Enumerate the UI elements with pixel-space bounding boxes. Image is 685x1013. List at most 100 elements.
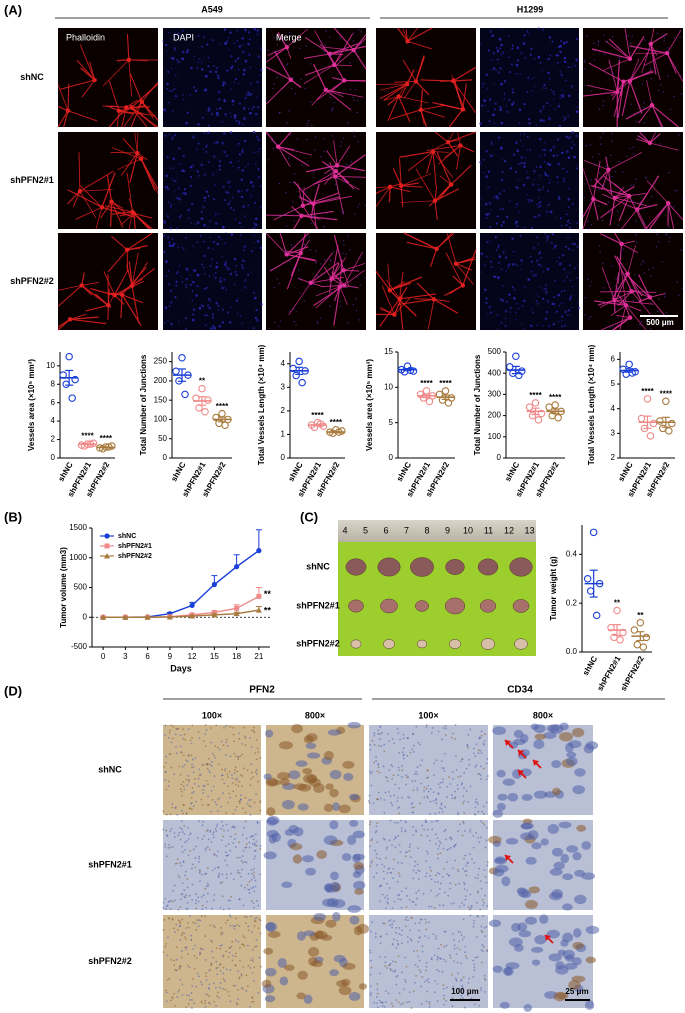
cell xyxy=(385,933,388,936)
nucleus xyxy=(515,264,518,267)
cell xyxy=(457,870,460,873)
cell xyxy=(165,905,168,908)
cell xyxy=(430,958,433,961)
cell xyxy=(348,793,360,801)
cell xyxy=(400,1003,402,1006)
cell xyxy=(379,956,381,958)
cell xyxy=(432,933,435,936)
nucleus xyxy=(515,72,518,75)
cell xyxy=(475,743,478,746)
fiber xyxy=(265,131,279,148)
cell xyxy=(185,839,188,842)
nucleus xyxy=(544,141,546,144)
cell xyxy=(368,823,371,826)
cell xyxy=(425,872,428,875)
nucleus xyxy=(342,137,345,139)
cell xyxy=(165,755,168,758)
data-point xyxy=(255,607,262,613)
cell xyxy=(177,990,180,993)
fiber xyxy=(452,80,466,112)
cell xyxy=(368,949,371,952)
cell xyxy=(380,1001,382,1004)
nucleus xyxy=(193,269,197,272)
nucleus xyxy=(217,309,220,311)
cell xyxy=(187,838,190,840)
fiber xyxy=(329,42,361,55)
fiber xyxy=(327,52,345,81)
nucleus xyxy=(568,136,571,140)
fiber xyxy=(403,81,417,99)
nucleus xyxy=(663,293,666,295)
cell xyxy=(504,966,514,976)
nucleus xyxy=(571,141,574,144)
fiber xyxy=(278,146,313,156)
nucleus xyxy=(681,287,684,289)
cell xyxy=(313,783,325,794)
fiber xyxy=(621,243,639,253)
cell xyxy=(186,784,189,786)
nucleus xyxy=(538,252,540,255)
cell xyxy=(195,985,198,988)
cell xyxy=(227,829,229,832)
nucleus xyxy=(548,325,550,328)
cell xyxy=(164,843,167,845)
nucleus xyxy=(173,87,176,91)
nucleus xyxy=(203,287,206,290)
nucleus xyxy=(562,180,565,183)
cell xyxy=(414,922,417,925)
fiber xyxy=(610,80,631,97)
cell xyxy=(484,979,487,981)
nucleus xyxy=(506,110,509,113)
cell xyxy=(263,773,272,780)
cell xyxy=(243,860,246,863)
cell xyxy=(253,731,256,734)
cell xyxy=(251,960,254,963)
cell xyxy=(330,871,339,881)
cell xyxy=(442,727,445,729)
cell xyxy=(203,785,206,787)
cell xyxy=(425,787,428,790)
cell xyxy=(479,908,482,911)
cell xyxy=(195,907,198,910)
nucleus xyxy=(186,111,189,115)
cell xyxy=(461,782,463,785)
cell xyxy=(191,763,193,766)
cell xyxy=(173,959,176,962)
y-tick-label: 0 xyxy=(497,453,502,462)
nucleus xyxy=(512,153,516,156)
cell xyxy=(451,771,454,773)
row-label: shNC xyxy=(306,561,330,571)
nucleus xyxy=(217,76,220,80)
fiber xyxy=(85,304,109,312)
scale-bar-label: 500 μm xyxy=(646,318,674,327)
nucleus xyxy=(256,239,260,243)
nucleus xyxy=(184,317,187,320)
cell xyxy=(207,838,210,841)
nucleus xyxy=(250,271,252,273)
fiber xyxy=(131,285,140,324)
cell xyxy=(349,820,359,827)
cell xyxy=(397,807,399,810)
cell xyxy=(164,761,167,764)
cell xyxy=(197,785,200,788)
nucleus xyxy=(618,57,620,59)
fiber xyxy=(126,34,130,60)
nucleus xyxy=(174,47,176,50)
cell xyxy=(416,949,419,952)
cell xyxy=(198,919,201,921)
cell xyxy=(216,809,219,812)
y-tick-label: 1 xyxy=(281,430,286,439)
cell xyxy=(414,779,417,782)
stain-label: Merge xyxy=(276,32,302,42)
nucleus xyxy=(247,107,250,110)
nucleus xyxy=(172,157,176,160)
nucleus xyxy=(509,200,511,202)
nucleus xyxy=(494,236,497,239)
fiber xyxy=(134,132,138,154)
cell xyxy=(371,860,374,862)
nucleus xyxy=(268,68,271,71)
nucleus xyxy=(507,267,510,269)
cell xyxy=(190,938,193,941)
cell xyxy=(167,936,169,939)
cell xyxy=(442,876,444,879)
